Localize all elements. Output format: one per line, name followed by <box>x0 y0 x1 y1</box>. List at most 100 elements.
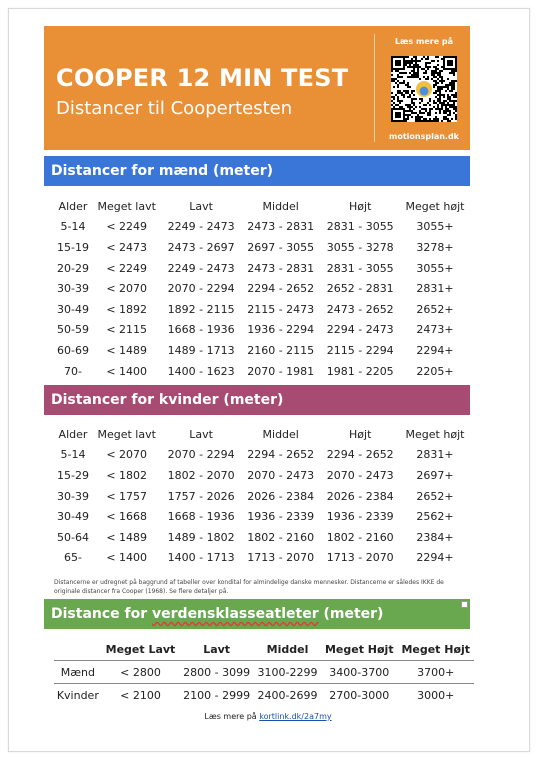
women-distance-table: Alder Meget lavt Lavt Middel Højt Meget højt … <box>54 424 470 568</box>
table-cell: < 1489 <box>106 530 148 544</box>
column-header: Middel <box>262 199 299 213</box>
table-row: Mænd < 2800 2800 - 3099 3100-2299 3400-3700 3… <box>54 660 474 684</box>
table-cell: 2249 - 2473 <box>167 220 235 234</box>
table-cell: 2473 - 2652 <box>326 302 394 316</box>
table-cell: 2697 - 3055 <box>247 240 315 254</box>
table-row: 30-49 < 1668 1668 - 1936 1936 - 2339 1936 - … <box>54 506 470 527</box>
table-cell: 2473 - 2831 <box>247 261 315 275</box>
footer: Læs mere på kortlink.dk/2a7my <box>0 712 536 721</box>
table-cell: 2070 - 2294 <box>167 448 235 462</box>
table-cell: 70- <box>64 364 82 378</box>
table-cell: < 1400 <box>106 364 148 378</box>
table-row: 70- < 1400 1400 - 1623 2070 - 1981 1981 - 22… <box>54 361 470 382</box>
table-cell: 2294 - 2473 <box>326 323 394 337</box>
table-cell: 2026 - 2384 <box>247 489 315 503</box>
table-cell: 60-69 <box>57 343 89 357</box>
table-cell: 1400 - 1713 <box>167 551 235 565</box>
table-cell: 1489 - 1713 <box>167 343 235 357</box>
column-header: Alder <box>58 427 88 441</box>
table-cell: 2384+ <box>416 530 454 544</box>
column-header: Meget Højt <box>324 642 394 656</box>
table-cell: 2473+ <box>416 323 454 337</box>
table-cell: 2294+ <box>416 343 454 357</box>
qr-code-icon[interactable] <box>391 56 457 122</box>
column-header: Lavt <box>189 427 213 441</box>
table-cell: 1981 - 2205 <box>326 364 394 378</box>
table-cell: 2831+ <box>416 282 454 296</box>
table-row: 5-14 < 2070 2070 - 2294 2294 - 2652 2294 - 2… <box>54 445 470 466</box>
table-cell: 1802 - 2160 <box>247 530 315 544</box>
table-cell: 2294 - 2652 <box>247 282 315 296</box>
table-cell: < 1489 <box>106 343 148 357</box>
table-cell: 2070 - 1981 <box>247 364 315 378</box>
table-cell: 2115 - 2473 <box>247 302 315 316</box>
table-cell: < 2100 <box>101 683 180 706</box>
elite-section-heading: Distance for verdensklasseatleter (meter… <box>44 599 470 629</box>
close-icon[interactable] <box>461 601 468 608</box>
header-banner: COOPER 12 MIN TEST Distancer til Coopert… <box>44 26 470 150</box>
table-cell: 2026 - 2384 <box>326 489 394 503</box>
table-cell: 2831 - 3055 <box>326 220 394 234</box>
women-section-heading: Distancer for kvinder (meter) <box>44 385 470 415</box>
column-header <box>54 638 102 661</box>
elite-table-header: Meget Lavt Lavt Middel Meget Højt Meget Højt <box>54 638 474 661</box>
footer-link[interactable]: kortlink.dk/2a7my <box>259 712 332 721</box>
table-cell: 2070 - 2473 <box>247 468 315 482</box>
elite-distance-table: Meget Lavt Lavt Middel Meget Højt Meget Højt… <box>54 638 474 706</box>
table-cell: < 2115 <box>106 323 148 337</box>
table-cell: 1713 - 2070 <box>326 551 394 565</box>
table-row: 15-19 < 2473 2473 - 2697 2697 - 3055 3055 - … <box>54 237 470 258</box>
table-cell: 1668 - 1936 <box>167 510 235 524</box>
table-row: 30-49 < 1892 1892 - 2115 2115 - 2473 2473 - … <box>54 299 470 320</box>
table-cell: 30-39 <box>57 489 89 503</box>
column-header: Lavt <box>189 199 213 213</box>
table-cell: < 2249 <box>106 220 148 234</box>
table-cell: 2700-3000 <box>321 683 398 706</box>
table-cell: 2249 - 2473 <box>167 261 235 275</box>
header-divider <box>374 34 375 142</box>
table-cell: 2070 - 2473 <box>326 468 394 482</box>
table-cell: 1936 - 2339 <box>326 510 394 524</box>
table-cell: 2294 - 2652 <box>247 448 315 462</box>
table-row: Kvinder < 2100 2100 - 2999 2400-2699 2700-30… <box>54 683 474 706</box>
elite-heading-after: (meter) <box>318 606 384 622</box>
table-cell: 5-14 <box>60 448 86 462</box>
table-cell: < 2800 <box>101 660 180 684</box>
table-cell: 2473 - 2697 <box>167 240 235 254</box>
table-cell: 50-64 <box>57 530 89 544</box>
table-cell: 65- <box>64 551 82 565</box>
table-cell: 2562+ <box>416 510 454 524</box>
men-table-header: Alder Meget lavt Lavt Middel Højt Meget højt <box>54 196 470 217</box>
table-cell: 1936 - 2294 <box>247 323 315 337</box>
elite-heading-before: Distance for <box>51 606 153 622</box>
column-header: Alder <box>58 199 88 213</box>
table-cell: 30-39 <box>57 282 89 296</box>
table-cell: 2160 - 2115 <box>247 343 315 357</box>
footer-text: Læs mere på <box>204 712 260 721</box>
table-cell: 1668 - 1936 <box>167 323 235 337</box>
table-cell: < 1400 <box>106 551 148 565</box>
table-cell: < 1668 <box>106 510 148 524</box>
column-header: Højt <box>349 427 372 441</box>
table-cell: 2100 - 2999 <box>179 683 254 706</box>
column-header: Lavt <box>203 642 231 656</box>
table-row: 50-64 < 1489 1489 - 1802 1802 - 2160 1802 - … <box>54 527 470 548</box>
table-cell: Mænd <box>54 660 102 684</box>
table-cell: 1713 - 2070 <box>247 551 315 565</box>
column-header: Meget højt <box>405 427 465 441</box>
column-header: Middel <box>262 427 299 441</box>
table-cell: < 2473 <box>106 240 148 254</box>
table-cell: 2473 - 2831 <box>247 220 315 234</box>
women-table-header: Alder Meget lavt Lavt Middel Højt Meget højt <box>54 424 470 445</box>
table-cell: 3055+ <box>416 220 454 234</box>
table-cell: < 1892 <box>106 302 148 316</box>
qr-caption-top: Læs mere på <box>394 37 454 46</box>
table-cell: 3055+ <box>416 261 454 275</box>
table-cell: 1400 - 1623 <box>167 364 235 378</box>
table-cell: 1802 - 2160 <box>326 530 394 544</box>
table-cell: 2652+ <box>416 302 454 316</box>
table-cell: < 2249 <box>106 261 148 275</box>
column-header: Meget lavt <box>97 199 156 213</box>
table-cell: 3000+ <box>397 683 474 706</box>
table-row: 30-39 < 1757 1757 - 2026 2026 - 2384 2026 - … <box>54 486 470 507</box>
